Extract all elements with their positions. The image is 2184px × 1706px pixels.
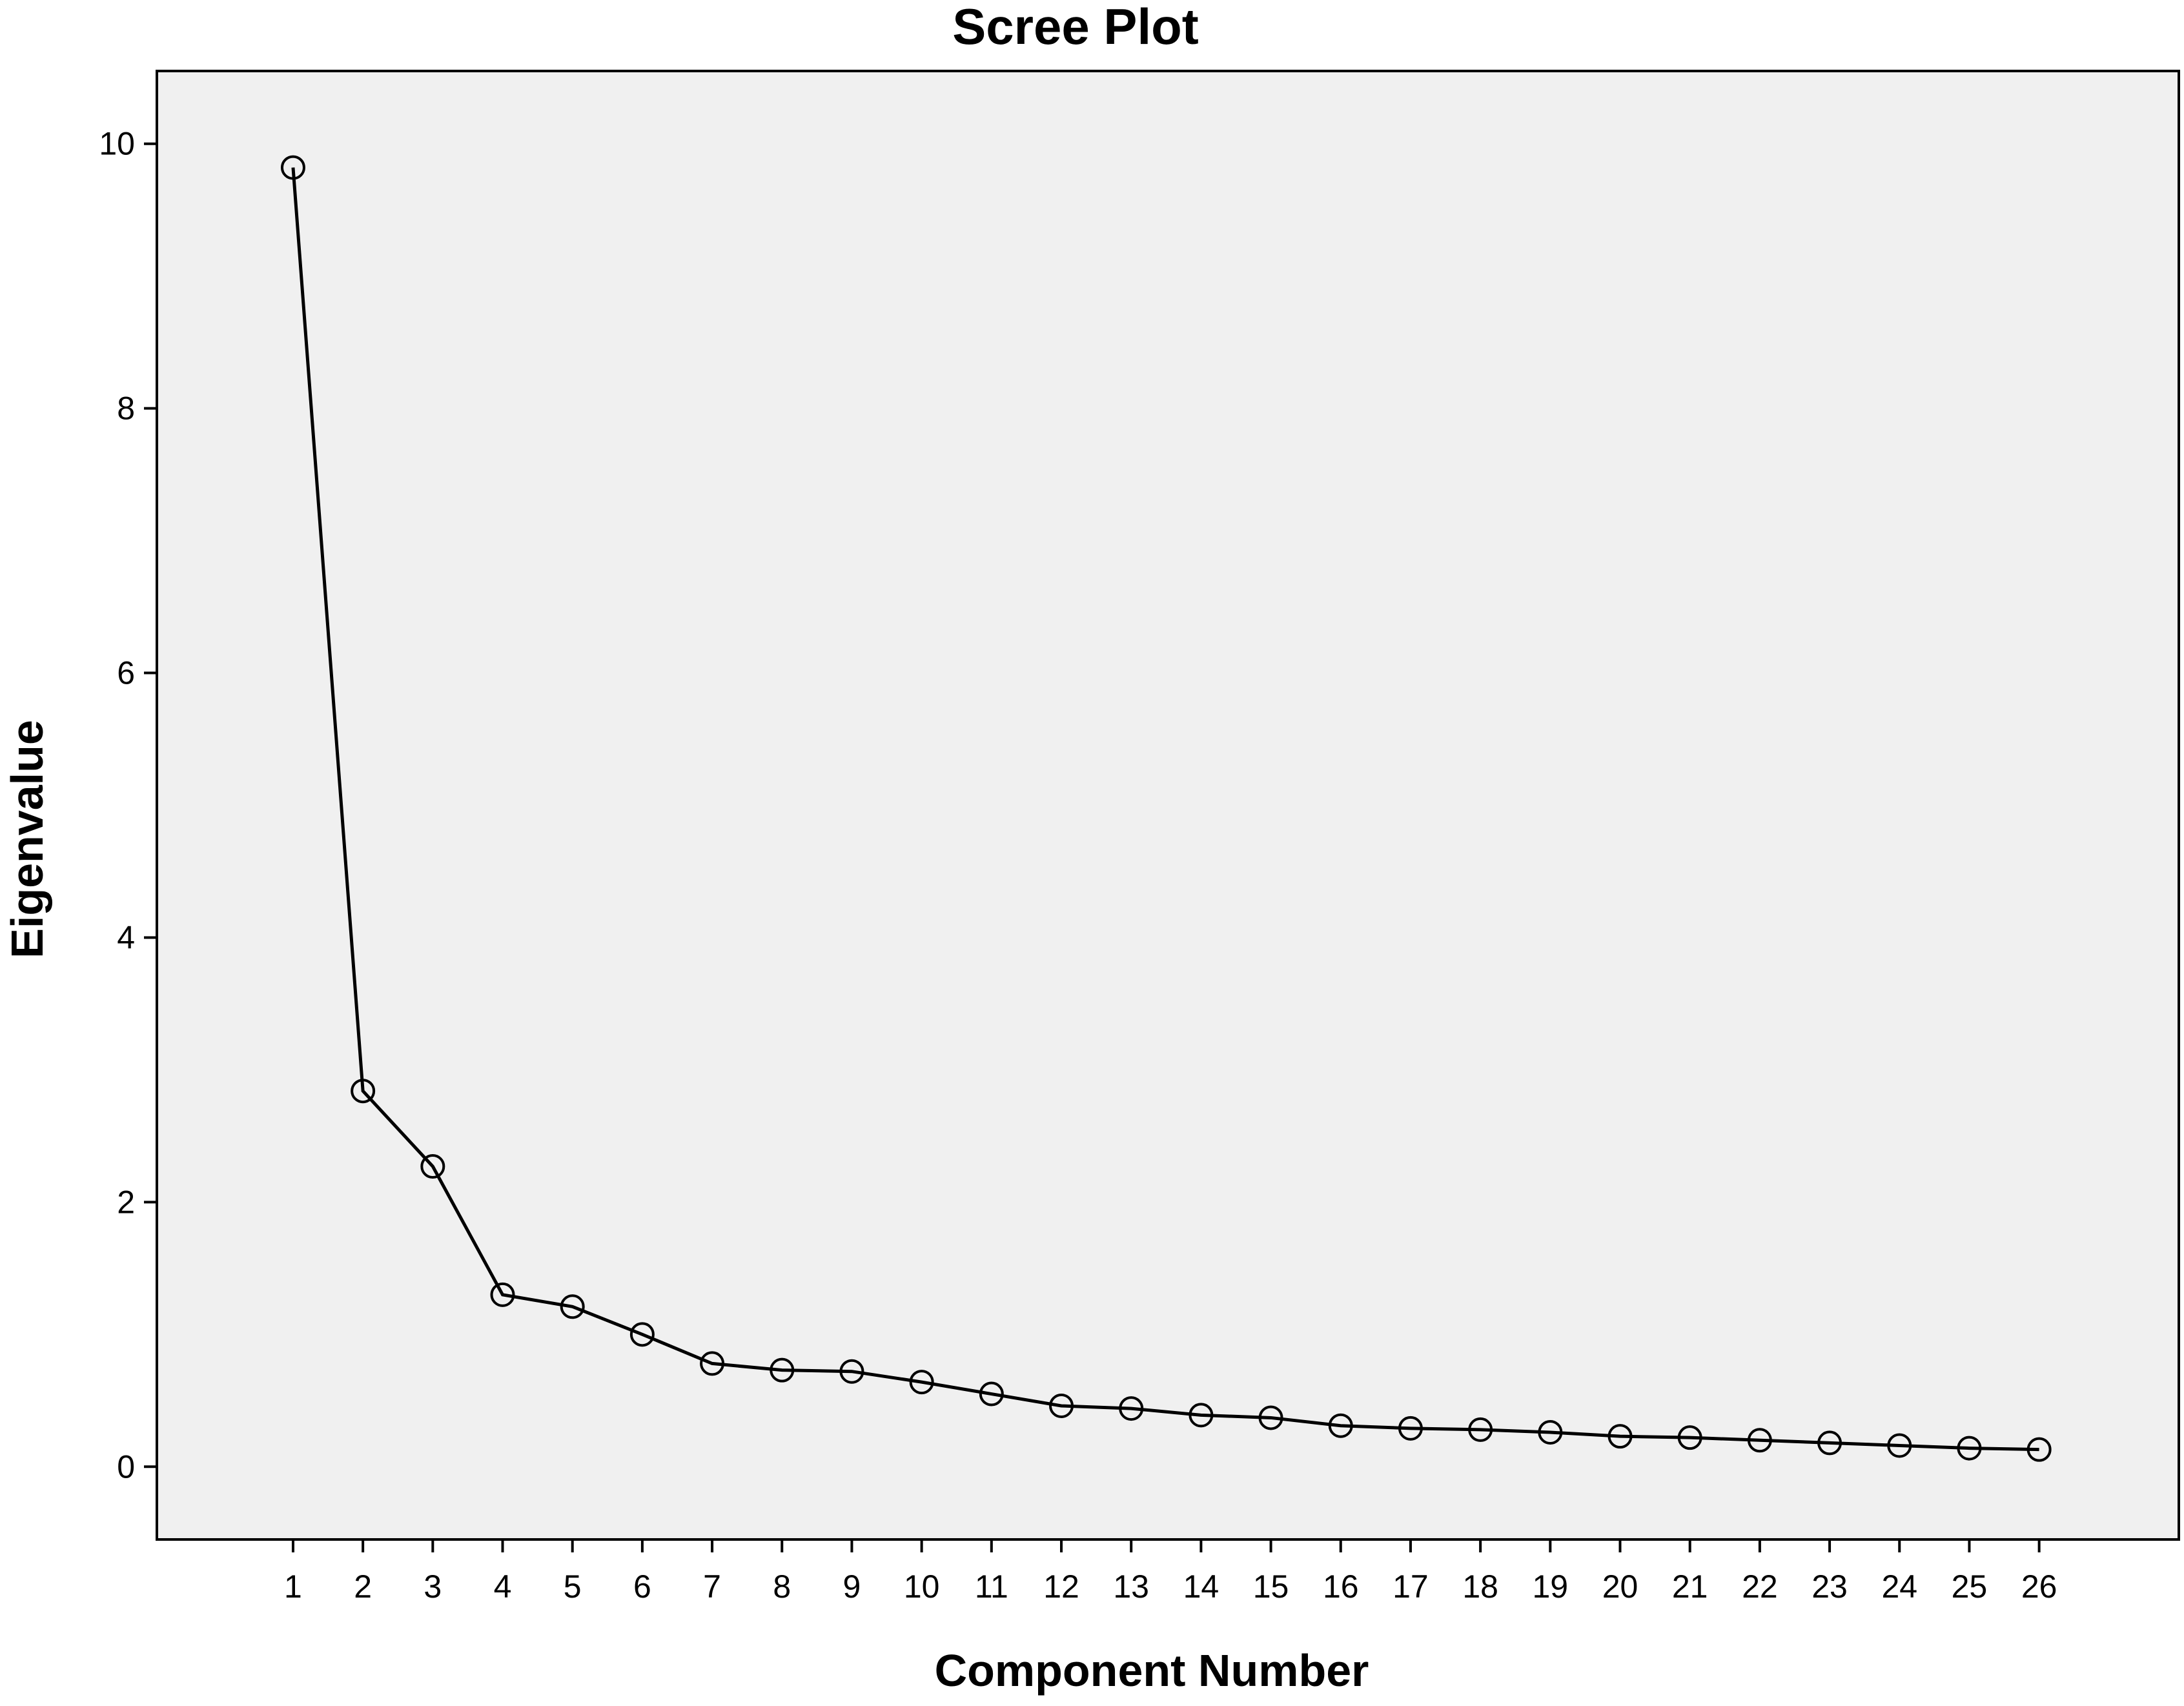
data-point — [1119, 1396, 1144, 1421]
data-point — [490, 1282, 515, 1307]
data-point — [1607, 1424, 1633, 1449]
data-point — [2026, 1437, 2052, 1462]
x-tick-label: 14 — [1183, 1569, 1220, 1605]
data-point — [1677, 1425, 1702, 1450]
data-point — [629, 1322, 655, 1347]
x-tick-label: 23 — [1811, 1569, 1848, 1605]
x-tick-label: 6 — [633, 1569, 651, 1605]
data-point — [839, 1359, 864, 1384]
data-point — [1957, 1436, 1982, 1461]
data-point — [1328, 1413, 1353, 1438]
data-point — [1538, 1419, 1563, 1445]
x-tick-label: 4 — [494, 1569, 512, 1605]
x-axis-title: Component Number — [935, 1645, 1369, 1696]
x-tick-label: 2 — [354, 1569, 372, 1605]
x-tick-label: 10 — [904, 1569, 940, 1605]
plot-area — [156, 70, 2180, 1541]
data-point — [1049, 1393, 1074, 1418]
x-tick-label: 13 — [1113, 1569, 1149, 1605]
y-tick-label: 0 — [117, 1448, 135, 1485]
x-tick-label: 7 — [703, 1569, 721, 1605]
data-point — [420, 1154, 445, 1179]
x-tick-label: 19 — [1533, 1569, 1569, 1605]
data-point — [1258, 1405, 1283, 1430]
x-tick-label: 17 — [1393, 1569, 1429, 1605]
x-tick-label: 15 — [1253, 1569, 1289, 1605]
x-tick-label: 20 — [1602, 1569, 1638, 1605]
x-tick-label: 1 — [284, 1569, 302, 1605]
data-point — [280, 155, 305, 180]
x-tick-label: 16 — [1323, 1569, 1359, 1605]
data-point — [909, 1370, 934, 1395]
x-axis: 1 2 3 4 5 6 7 8 9 10 11 12 13 14 15 16 17 18 19 20 21 22 23 24 2… — [284, 1539, 2057, 1605]
data-point — [770, 1357, 795, 1383]
x-tick-label: 25 — [1952, 1569, 1988, 1605]
x-tick-label: 21 — [1672, 1569, 1708, 1605]
x-tick-label: 5 — [564, 1569, 582, 1605]
x-tick-label: 18 — [1462, 1569, 1498, 1605]
data-point — [560, 1294, 585, 1319]
chart-title: Scree Plot — [952, 0, 1199, 55]
data-point — [1747, 1428, 1772, 1453]
y-tick-label: 6 — [117, 655, 135, 691]
y-axis-title: Eigenvalue — [2, 720, 52, 959]
x-tick-label: 8 — [773, 1569, 791, 1605]
x-tick-label: 22 — [1742, 1569, 1778, 1605]
data-point — [351, 1079, 376, 1104]
y-tick-label: 8 — [117, 391, 135, 427]
y-axis: 0 2 4 6 8 10 — [99, 126, 157, 1485]
x-tick-label: 12 — [1043, 1569, 1079, 1605]
data-point — [1398, 1416, 1423, 1441]
x-tick-label: 3 — [424, 1569, 442, 1605]
y-tick-label: 10 — [99, 126, 135, 162]
data-point — [979, 1381, 1004, 1406]
x-tick-label: 11 — [975, 1569, 1008, 1605]
data-points — [280, 155, 2052, 1462]
y-tick-label: 2 — [117, 1184, 135, 1220]
data-point — [1817, 1430, 1842, 1456]
x-tick-label: 26 — [2021, 1569, 2057, 1605]
data-point — [1468, 1417, 1493, 1442]
x-tick-label: 9 — [843, 1569, 861, 1605]
data-point — [700, 1351, 725, 1376]
data-point — [1189, 1403, 1214, 1428]
data-point — [1887, 1433, 1912, 1458]
y-tick-label: 4 — [117, 919, 135, 955]
x-tick-label: 24 — [1881, 1569, 1917, 1605]
